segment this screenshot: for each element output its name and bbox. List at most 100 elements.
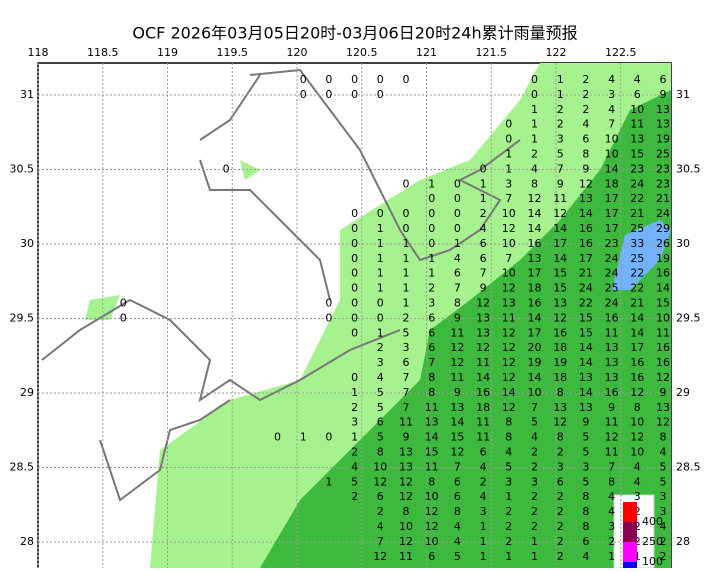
- rain-value: 16: [630, 356, 644, 369]
- rain-value: 14: [528, 311, 542, 324]
- rain-value: 0: [325, 73, 332, 86]
- rain-value: 3: [608, 520, 615, 533]
- rain-value: 1: [505, 550, 512, 563]
- rain-value: 2: [634, 535, 641, 548]
- rain-value: 4: [660, 520, 667, 533]
- rain-value: 13: [605, 341, 619, 354]
- rain-value: 5: [377, 431, 384, 444]
- lon-tick-label: 118.5: [87, 46, 119, 59]
- rain-value: 0: [351, 88, 358, 101]
- rain-value: 2: [505, 520, 512, 533]
- rain-value: 2: [505, 535, 512, 548]
- rain-value: 3: [428, 297, 435, 310]
- rain-value: 9: [582, 416, 589, 429]
- rain-value: 6: [582, 535, 589, 548]
- rain-value: 3: [351, 416, 358, 429]
- rain-value: 8: [557, 431, 564, 444]
- rain-value: 15: [425, 446, 439, 459]
- rain-value: 16: [656, 356, 670, 369]
- rain-value: 12: [630, 386, 644, 399]
- rain-value: 22: [630, 192, 644, 205]
- rain-value: 13: [579, 192, 593, 205]
- rain-value: 1: [403, 282, 410, 295]
- rain-value: 3: [660, 490, 667, 503]
- rain-value: 0: [274, 431, 281, 444]
- rain-value: 1: [300, 431, 307, 444]
- rain-value: 16: [605, 386, 619, 399]
- rain-value: 0: [377, 207, 384, 220]
- rain-value: 22: [579, 297, 593, 310]
- rain-value: 13: [476, 326, 490, 339]
- rain-value: 5: [557, 148, 564, 161]
- rain-value: 0: [351, 371, 358, 384]
- rain-value: 2: [660, 535, 667, 548]
- coastline: [41, 68, 521, 502]
- rain-value: 0: [300, 73, 307, 86]
- rain-value: 9: [454, 386, 461, 399]
- rain-value: 14: [502, 386, 516, 399]
- rain-value: 0: [351, 297, 358, 310]
- rain-value: 3: [660, 505, 667, 518]
- rain-value: 21: [630, 207, 644, 220]
- rain-value: 16: [630, 371, 644, 384]
- rain-value: 4: [660, 446, 667, 459]
- rain-value: 10: [656, 311, 670, 324]
- rain-value: 0: [351, 207, 358, 220]
- rain-value: 7: [428, 356, 435, 369]
- lon-tick-label: 121.5: [476, 46, 508, 59]
- rain-value: 14: [553, 252, 567, 265]
- rain-value: 8: [505, 431, 512, 444]
- legend-swatch: [623, 562, 637, 572]
- rain-value: 0: [480, 162, 487, 175]
- rain-areas: [85, 63, 671, 568]
- rain-value: 6: [377, 416, 384, 429]
- rain-value: 7: [403, 401, 410, 414]
- lon-tick-label: 119.5: [217, 46, 249, 59]
- rain-value: 10: [605, 148, 619, 161]
- rain-value: 7: [403, 386, 410, 399]
- rain-value: 14: [425, 431, 439, 444]
- lon-tick-label: 122: [546, 46, 567, 59]
- rain-value: 6: [428, 326, 435, 339]
- rain-value: 16: [579, 237, 593, 250]
- rain-value: 12: [579, 177, 593, 190]
- rain-value: 5: [582, 431, 589, 444]
- rain-value: 12: [450, 446, 464, 459]
- rain-value: 2: [377, 341, 384, 354]
- rain-value: 8: [608, 475, 615, 488]
- lat-tick-label: 30.5: [10, 163, 35, 176]
- rain-value: 2: [557, 520, 564, 533]
- rain-value: 5: [454, 550, 461, 563]
- rain-value: 1: [480, 177, 487, 190]
- rain-value: 6: [428, 341, 435, 354]
- rain-value: 7: [505, 252, 512, 265]
- rain-value: 8: [403, 505, 410, 518]
- rain-value: 17: [605, 222, 619, 235]
- rain-value: 15: [553, 267, 567, 280]
- rain-value: 8: [531, 177, 538, 190]
- rain-value: 3: [403, 341, 410, 354]
- rain-value: 4: [454, 520, 461, 533]
- rain-value: 2: [557, 118, 564, 131]
- rain-value: 2: [582, 103, 589, 116]
- rain-value: 5: [403, 326, 410, 339]
- rain-value: 14: [553, 222, 567, 235]
- rain-value: 18: [605, 177, 619, 190]
- rain-value: 6: [428, 550, 435, 563]
- rain-value: 11: [605, 326, 619, 339]
- rain-value: 10: [425, 490, 439, 503]
- lat-tick-label: 28: [676, 535, 690, 548]
- rain-value: 6: [428, 311, 435, 324]
- lon-tick-label: 121: [416, 46, 437, 59]
- rain-value: 1: [634, 550, 641, 563]
- rain-value: 4: [377, 371, 384, 384]
- rain-value: 4: [608, 505, 615, 518]
- rain-value: 1: [480, 535, 487, 548]
- rain-value: 11: [450, 371, 464, 384]
- rain-value: 1: [480, 520, 487, 533]
- rain-value: 24: [630, 177, 644, 190]
- rain-value: 2: [634, 505, 641, 518]
- rain-value: 5: [582, 446, 589, 459]
- rain-value: 1: [480, 550, 487, 563]
- rain-value: 13: [605, 356, 619, 369]
